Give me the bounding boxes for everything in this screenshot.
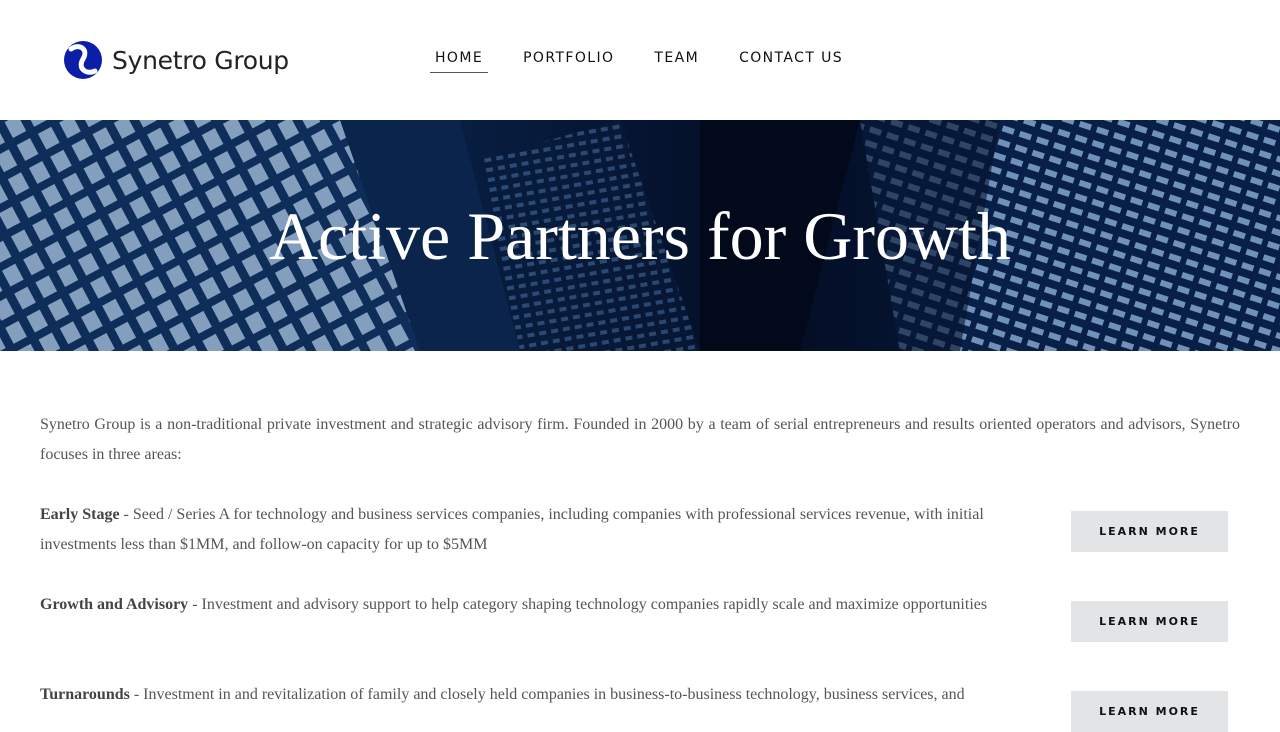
site-logo[interactable]: Synetro Group (62, 40, 289, 80)
nav-portfolio[interactable]: PORTFOLIO (523, 50, 615, 66)
learn-more-growth-advisory-button[interactable]: LEARN MORE (1071, 601, 1228, 642)
hero-skyscraper-image (0, 120, 1280, 351)
area-description: - Seed / Series A for technology and bus… (40, 506, 984, 553)
area-description: - Investment in and revitalization of fa… (129, 686, 965, 703)
nav-home[interactable]: HOME (430, 46, 489, 73)
area-turnarounds: Turnarounds - Investment in and revitali… (40, 680, 1240, 732)
area-title: Turnarounds (40, 686, 130, 703)
main-content: Synetro Group is a non-traditional priva… (40, 410, 1240, 732)
area-title: Early Stage (40, 506, 120, 523)
area-title: Growth and Advisory (40, 596, 189, 613)
area-description: - Investment and advisory support to hel… (188, 596, 988, 613)
area-text: Turnarounds - Investment in and revitali… (40, 680, 1030, 710)
area-text: Growth and Advisory - Investment and adv… (40, 590, 1030, 620)
area-growth-advisory: Growth and Advisory - Investment and adv… (40, 590, 1240, 642)
area-text: Early Stage - Seed / Series A for techno… (40, 500, 1030, 560)
nav-team[interactable]: TEAM (654, 50, 700, 66)
intro-paragraph: Synetro Group is a non-traditional priva… (40, 416, 1240, 463)
hero-title: Active Partners for Growth (268, 198, 1012, 274)
brand-name: Synetro Group (112, 45, 289, 75)
site-header: Synetro Group HOME PORTFOLIO TEAM CONTAC… (0, 0, 1280, 120)
main-nav: HOME PORTFOLIO TEAM CONTACT US (430, 46, 878, 73)
learn-more-turnarounds-button[interactable]: LEARN MORE (1071, 691, 1228, 732)
learn-more-early-stage-button[interactable]: LEARN MORE (1071, 511, 1228, 552)
synetro-s-icon (64, 41, 102, 79)
area-early-stage: Early Stage - Seed / Series A for techno… (40, 500, 1240, 560)
nav-contact-us[interactable]: CONTACT US (739, 50, 844, 66)
hero-banner: Active Partners for Growth (0, 120, 1280, 351)
